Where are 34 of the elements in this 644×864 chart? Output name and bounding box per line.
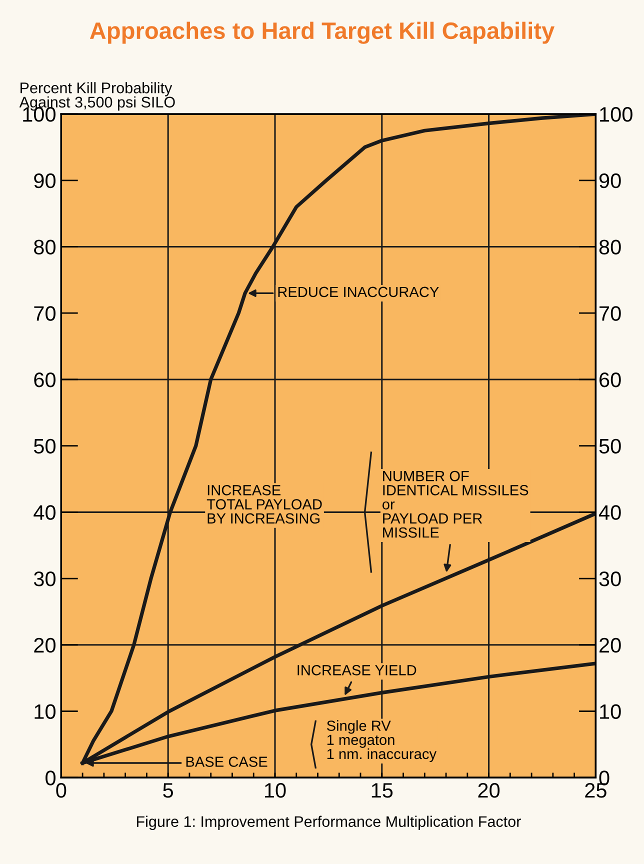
y2-tick-label: 80 [599, 240, 621, 255]
annotation: NUMBER OF IDENTICAL MISSILES or PAYLOAD PER MISSILE [382, 470, 528, 538]
annotation: REDUCE INACCURACY [278, 286, 439, 298]
annotation: INCREASE TOTAL PAYLOAD BY INCREASING [206, 485, 322, 524]
y2-tick-label: 60 [600, 372, 621, 388]
y2-tick-label: 70 [600, 306, 621, 321]
x-tick-label: 15 [372, 783, 393, 798]
y-tick-label: 80 [34, 240, 56, 255]
y2-tick-label: 20 [600, 638, 621, 653]
y2-tick-label: 90 [599, 173, 621, 188]
y-tick-label: 0 [46, 770, 56, 786]
y-tick-label: 30 [34, 572, 56, 586]
annotation: INCREASE YIELD [298, 665, 416, 676]
y-tick-label: 40 [34, 505, 56, 520]
y2-tick-label: 50 [599, 438, 621, 454]
y-tick-label: 20 [34, 638, 56, 653]
y-tick-label: 90 [34, 173, 56, 188]
y-tick-label: 60 [34, 372, 56, 388]
x-tick-label: 0 [56, 783, 66, 798]
x-axis-title: Figure 1: Improvement Performance Multiplication Factor [136, 816, 521, 830]
y2-tick-label: 100 [600, 107, 632, 122]
y2-tick-label: 40 [598, 505, 621, 520]
x-tick-label: 25 [585, 783, 606, 798]
y2-tick-label: 30 [599, 572, 621, 586]
y-tick-label: 10 [34, 704, 56, 719]
annotation: Single RV 1 megaton 1 nm. inaccuracy [326, 720, 437, 762]
x-tick-label: 20 [478, 783, 500, 798]
y-tick-label: 50 [34, 438, 56, 454]
y-tick-label: 70 [34, 306, 56, 321]
x-tick-label: 5 [163, 783, 174, 798]
y2-tick-label: 10 [600, 704, 621, 719]
chart-title: Approaches to Hard Target Kill Capability [90, 22, 555, 44]
x-tick-label: 10 [264, 783, 286, 798]
annotation: BASE CASE [186, 756, 268, 767]
